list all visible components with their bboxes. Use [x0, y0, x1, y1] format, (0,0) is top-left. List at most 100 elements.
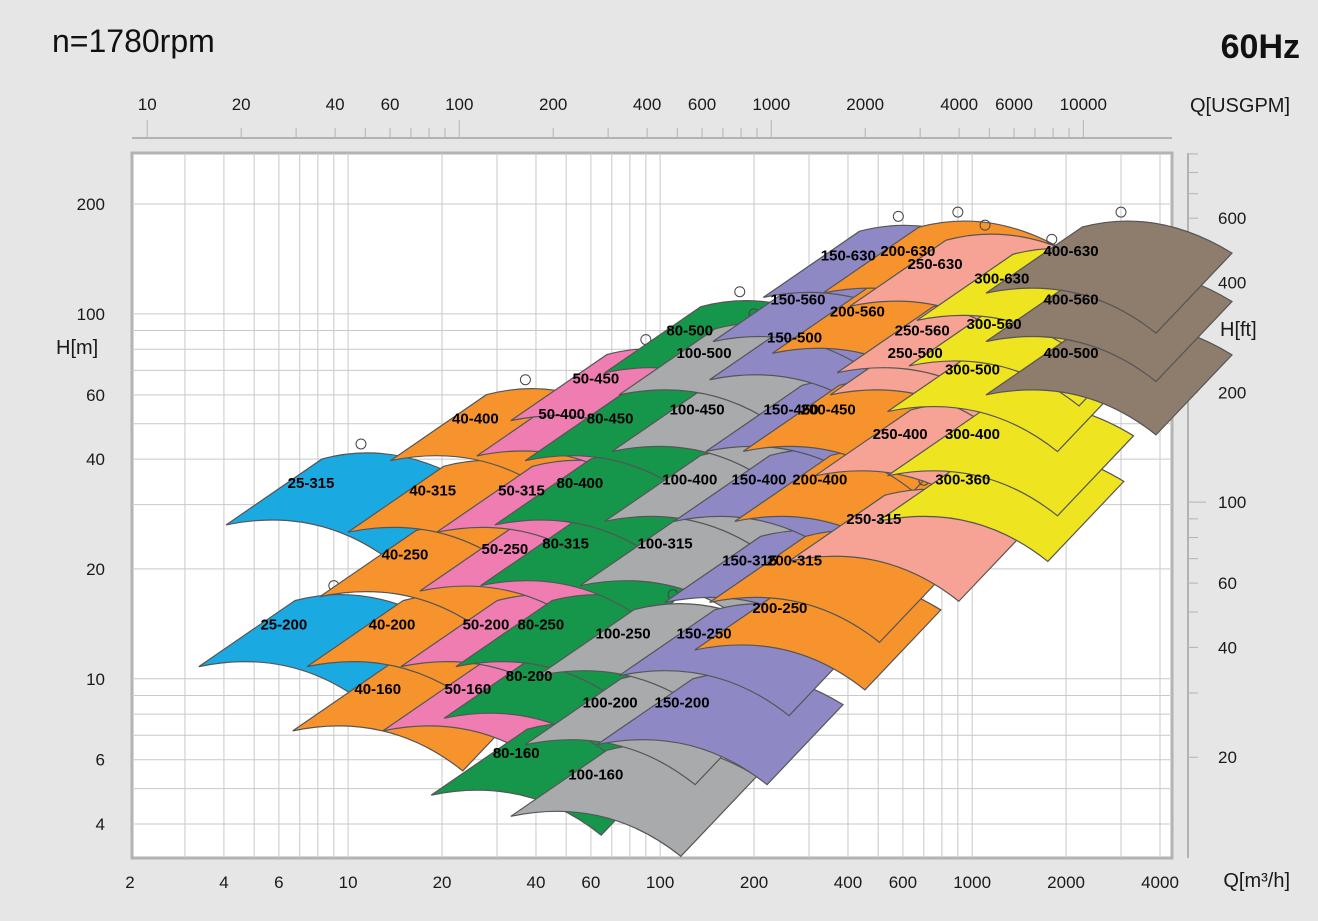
y-tick-label: 20 — [86, 560, 105, 579]
pump-label-80-160: 80-160 — [493, 745, 540, 762]
x2-tick-label: 2000 — [846, 95, 884, 114]
x-tick-label: 20 — [433, 873, 452, 892]
y-tick-label: 40 — [86, 450, 105, 469]
pump-fields — [198, 206, 1233, 858]
pump-label-200-400: 200-400 — [792, 471, 847, 488]
pump-label-300-360: 300-360 — [935, 471, 990, 488]
x2-tick-label: 6000 — [995, 95, 1033, 114]
x-tick-label: 4000 — [1141, 873, 1179, 892]
pump-label-100-250: 100-250 — [596, 626, 651, 643]
pump-label-40-200: 40-200 — [369, 617, 416, 634]
pump-label-400-560: 400-560 — [1043, 292, 1098, 309]
pump-labels: 25-200 25-315 40-160 40-200 40-250 40-315 50-1… — [260, 243, 1098, 783]
pump-label-150-500: 150-500 — [767, 330, 822, 347]
y2-tick-label: 40 — [1218, 638, 1237, 657]
x-tick-label: 2 — [125, 873, 134, 892]
pump-field-400-630 — [985, 220, 1233, 334]
x-tick-label: 40 — [526, 873, 545, 892]
x-tick-label: 200 — [740, 873, 768, 892]
y-tick-label: 60 — [86, 386, 105, 405]
x2-tick-label: 4000 — [940, 95, 978, 114]
pump-label-50-250: 50-250 — [482, 541, 529, 558]
pump-label-200-560: 200-560 — [830, 303, 885, 320]
pump-label-80-250: 80-250 — [518, 617, 565, 634]
pump-label-400-500: 400-500 — [1043, 345, 1098, 362]
x-tick-label: 1000 — [953, 873, 991, 892]
y2-tick-label: 100 — [1218, 493, 1246, 512]
pump-label-150-560: 150-560 — [770, 292, 825, 309]
pump-label-100-450: 100-450 — [670, 401, 725, 418]
y2-tick-label: 200 — [1218, 383, 1246, 402]
x-tick-label: 4 — [219, 873, 228, 892]
pump-label-40-160: 40-160 — [354, 681, 401, 698]
pump-label-40-315: 40-315 — [409, 482, 456, 499]
x-tick-label: 100 — [646, 873, 674, 892]
pump-label-400-630: 400-630 — [1043, 243, 1098, 260]
pump-label-150-250: 150-250 — [677, 626, 732, 643]
axes: 2 4 6 10 20 40 60 100 200 400 600 1000 2000 4000 10 20 4… — [77, 95, 1247, 892]
pump-label-100-160: 100-160 — [568, 766, 623, 783]
pump-label-80-200: 80-200 — [506, 668, 553, 685]
speed-label: n=1780rpm — [52, 23, 215, 59]
bep-marker — [734, 286, 746, 298]
x2-tick-label: 40 — [326, 95, 345, 114]
bep-marker — [952, 206, 964, 218]
pump-label-25-315: 25-315 — [288, 475, 335, 492]
pump-label-150-400: 150-400 — [731, 471, 786, 488]
pump-label-50-160: 50-160 — [444, 681, 491, 698]
pump-label-100-400: 100-400 — [662, 471, 717, 488]
y-tick-label: 200 — [77, 195, 105, 214]
pump-label-80-450: 80-450 — [587, 411, 634, 428]
bep-marker — [1046, 233, 1058, 245]
pump-label-300-560: 300-560 — [967, 316, 1022, 333]
x2-axis-title: Q[USGPM] — [1190, 95, 1290, 117]
pump-label-250-560: 250-560 — [895, 323, 950, 340]
x2-tick-label: 10 — [138, 95, 157, 114]
pump-label-250-315: 250-315 — [846, 511, 901, 528]
x2-tick-label: 400 — [633, 95, 661, 114]
bep-marker — [892, 210, 904, 222]
x-tick-label: 10 — [339, 873, 358, 892]
y2-tick-label: 400 — [1218, 273, 1246, 292]
x-tick-label: 600 — [889, 873, 917, 892]
bep-marker — [355, 438, 367, 450]
pump-label-25-200: 25-200 — [260, 617, 307, 634]
bep-marker — [979, 219, 991, 231]
pump-label-150-315: 150-315 — [722, 552, 777, 569]
x2-tick-label: 600 — [688, 95, 716, 114]
pump-label-300-500: 300-500 — [945, 362, 1000, 379]
pump-label-200-630: 200-630 — [880, 243, 935, 260]
pump-label-50-315: 50-315 — [498, 482, 545, 499]
pump-label-50-450: 50-450 — [572, 371, 619, 388]
y2-tick-label: 20 — [1218, 748, 1237, 767]
x2-tick-label: 1000 — [752, 95, 790, 114]
pump-label-50-200: 50-200 — [463, 617, 510, 634]
bep-marker — [1115, 206, 1127, 218]
pump-label-150-450: 150-450 — [763, 401, 818, 418]
pump-label-250-500: 250-500 — [888, 345, 943, 362]
y2-tick-label: 600 — [1218, 209, 1246, 228]
x2-tick-label: 200 — [539, 95, 567, 114]
y-tick-label: 4 — [96, 815, 105, 834]
y2-axis-title: H[ft] — [1220, 319, 1257, 341]
x-tick-label: 6 — [274, 873, 283, 892]
y2-tick-label: 60 — [1218, 574, 1237, 593]
y-axis-title: H[m] — [56, 337, 98, 359]
bep-marker — [519, 374, 531, 386]
pump-label-80-315: 80-315 — [542, 536, 589, 553]
y-tick-label: 10 — [86, 670, 105, 689]
pump-label-150-200: 150-200 — [654, 695, 709, 712]
x2-tick-label: 100 — [445, 95, 473, 114]
pump-label-100-500: 100-500 — [677, 345, 732, 362]
y-tick-label: 6 — [96, 751, 105, 770]
pump-label-200-315: 200-315 — [767, 552, 822, 569]
pump-label-200-450: 200-450 — [801, 401, 856, 418]
pump-label-200-250: 200-250 — [752, 600, 807, 617]
pump-label-300-400: 300-400 — [945, 426, 1000, 443]
pump-label-40-250: 40-250 — [382, 547, 429, 564]
x2-tick-label: 20 — [232, 95, 251, 114]
x2-tick-label: 60 — [381, 95, 400, 114]
pump-label-250-400: 250-400 — [873, 426, 928, 443]
